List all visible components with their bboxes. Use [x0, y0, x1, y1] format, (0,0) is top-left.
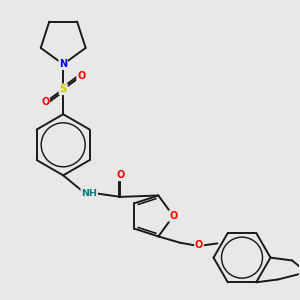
Text: O: O: [169, 211, 177, 221]
Text: S: S: [59, 84, 67, 94]
Text: NH: NH: [81, 189, 97, 198]
Text: O: O: [195, 241, 203, 250]
Text: O: O: [77, 71, 86, 81]
Text: O: O: [41, 98, 49, 107]
Text: O: O: [116, 170, 124, 180]
Text: N: N: [59, 59, 67, 69]
